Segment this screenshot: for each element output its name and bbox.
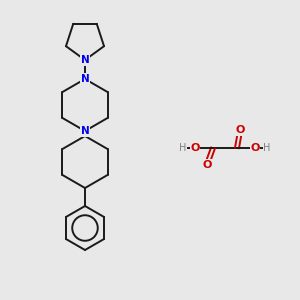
Text: O: O xyxy=(202,160,212,170)
Text: N: N xyxy=(81,74,89,84)
Text: O: O xyxy=(236,125,245,135)
Text: N: N xyxy=(81,126,89,136)
Text: N: N xyxy=(81,55,89,65)
Text: O: O xyxy=(190,143,200,153)
Text: O: O xyxy=(250,143,260,153)
Text: H: H xyxy=(263,143,271,153)
Text: H: H xyxy=(179,143,187,153)
